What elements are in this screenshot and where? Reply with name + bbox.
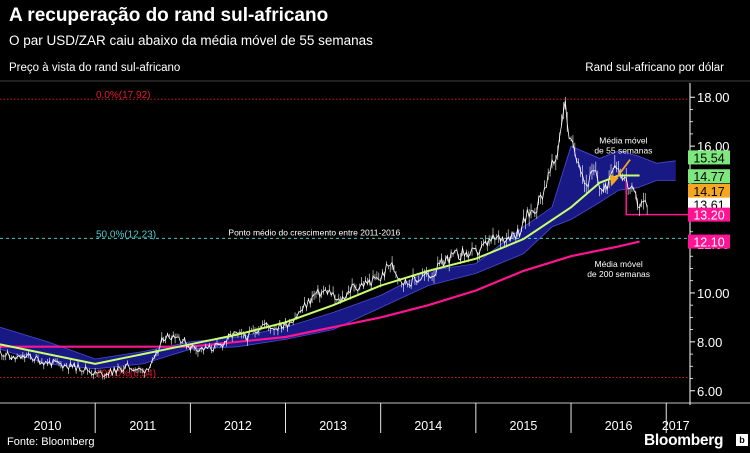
value-tag-box (688, 183, 730, 198)
source-note: Fonte: Bloomberg (7, 436, 95, 448)
y-tick-label: 8.00 (697, 335, 722, 350)
y-tick-label: 10.00 (697, 286, 730, 301)
x-tick-label: 2012 (224, 419, 252, 433)
ma55-line (0, 174, 640, 365)
chart-title: A recuperação do rand sul-africano (9, 5, 329, 26)
value-tag-label: 14.77 (693, 170, 724, 184)
chart-subtitle: O par USD/ZAR caiu abaixo da média móvel… (9, 33, 373, 48)
value-tag-box (688, 150, 730, 165)
ma55-annotation-line: de 55 semanas (594, 146, 652, 156)
value-tag-box (688, 207, 730, 222)
reference-label: 100.0%(6.54) (96, 369, 156, 380)
value-tag-box (688, 169, 730, 184)
x-tick-label: 2015 (510, 419, 538, 433)
value-tag-label: 15.54 (693, 151, 724, 165)
y-tick-label: 16.00 (697, 139, 730, 154)
x-tick-label: 2010 (34, 419, 62, 433)
ma200-annotation-line: de 200 semanas (587, 269, 650, 279)
y-tick-label: 6.00 (697, 384, 722, 399)
cloud-band (0, 145, 676, 370)
annotations: Ponto médio do crescimento entre 2011-20… (228, 136, 652, 280)
bloomberg-logo: Bloomberg (644, 432, 724, 449)
ma55-series (0, 174, 640, 365)
support-line (625, 180, 690, 216)
value-tag-box (688, 234, 730, 249)
arrow-head-icon (610, 174, 619, 187)
x-tick-label: 2014 (414, 419, 442, 433)
value-tag-label: 12.10 (693, 236, 724, 250)
right-axis-label: Rand sul-africano por dólar (585, 62, 724, 74)
reference-label: 0.0%(17.92) (96, 90, 150, 101)
bloomberg-badge-icon: b (736, 434, 748, 446)
value-tag-label: 14.17 (693, 185, 724, 199)
value-tag-label: 13.20 (693, 209, 724, 223)
x-tick-label: 2017 (662, 419, 690, 433)
reference-lines: 0.0%(17.92) 50.0%(12.23) 100.0%(6.54) (0, 90, 690, 380)
ma200-annotation-line: Média móvel (595, 259, 643, 269)
cloud-area (0, 146, 676, 369)
midpoint-annotation: Ponto médio do crescimento entre 2011-20… (228, 227, 400, 237)
y-tick-label: 18.00 (697, 90, 730, 105)
ma55-annotation-line: Média móvel (599, 136, 647, 146)
x-tick-label: 2016 (605, 419, 633, 433)
x-tick-label: 2013 (319, 419, 347, 433)
reference-label: 50.0%(12.23) (96, 229, 156, 240)
left-axis-label: Preço à vista do rand sul-africano (9, 62, 181, 74)
x-tick-label: 2011 (129, 419, 156, 433)
price-line (0, 100, 648, 377)
cloud-lower-edge (0, 179, 676, 370)
